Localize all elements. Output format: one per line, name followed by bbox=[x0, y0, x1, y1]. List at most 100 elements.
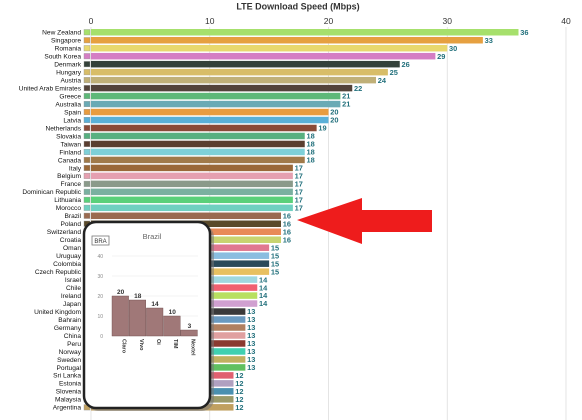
category-label-portugal: Portugal bbox=[56, 365, 81, 372]
bar-belgium bbox=[91, 172, 293, 180]
value-label-south-korea: 29 bbox=[437, 52, 445, 61]
inset-category-labels: Claro Vivo Oi TIM Nextel bbox=[121, 339, 196, 356]
value-label-israel: 14 bbox=[259, 275, 268, 284]
inset-bar-nextel bbox=[180, 329, 198, 337]
value-label-malaysia: 12 bbox=[235, 395, 243, 404]
inset-y-tick-20: 20 bbox=[97, 294, 103, 300]
brazil-inset-panel: BRA Brazil 0 10 20 30 40 20 18 14 10 3 Claro Vivo… bbox=[82, 220, 214, 411]
value-label-czech-republic: 15 bbox=[271, 267, 279, 276]
category-label-taiwan: Taiwan bbox=[60, 141, 81, 148]
value-label-ireland: 14 bbox=[259, 291, 268, 300]
bar-south-korea bbox=[91, 52, 436, 60]
category-label-peru: Peru bbox=[67, 341, 81, 348]
category-label-uruguay: Uruguay bbox=[56, 253, 82, 260]
value-label-argentina: 12 bbox=[235, 403, 243, 412]
value-label-dominican-republic: 17 bbox=[295, 188, 303, 197]
flag-australia-icon bbox=[83, 101, 91, 108]
inset-category-oi: Oi bbox=[155, 339, 161, 345]
flag-finland-icon bbox=[83, 148, 91, 155]
value-label-greece: 21 bbox=[342, 92, 350, 101]
value-label-singapore: 33 bbox=[485, 36, 493, 45]
category-label-united-kingdom: United Kingdom bbox=[34, 309, 81, 316]
inset-value-tim: 10 bbox=[169, 309, 177, 316]
category-label-united-arab-emirates: United Arab Emirates bbox=[19, 85, 82, 92]
value-label-norway: 13 bbox=[247, 347, 255, 356]
value-label-united-kingdom: 13 bbox=[247, 307, 255, 316]
category-label-australia: Australia bbox=[55, 101, 81, 108]
flag-united-arab-emirates-icon bbox=[83, 85, 91, 92]
value-label-sweden: 13 bbox=[247, 355, 255, 364]
bar-slovakia bbox=[91, 132, 305, 140]
flag-spain-icon bbox=[83, 109, 91, 116]
category-label-ireland: Ireland bbox=[61, 293, 81, 300]
flag-austria-icon bbox=[83, 77, 91, 84]
inset-category-vivo: Vivo bbox=[138, 339, 144, 351]
category-label-finland: Finland bbox=[59, 149, 81, 156]
value-label-taiwan: 18 bbox=[307, 140, 315, 149]
category-label-netherlands: Netherlands bbox=[45, 125, 81, 132]
bar-lithuania bbox=[91, 196, 293, 204]
value-label-france: 17 bbox=[295, 180, 303, 189]
category-label-italy: Italy bbox=[69, 165, 82, 172]
highlight-arrow bbox=[297, 198, 432, 244]
category-label-romania: Romania bbox=[55, 46, 82, 53]
value-label-lithuania: 17 bbox=[295, 195, 303, 204]
x-tick-0: 0 bbox=[89, 16, 94, 26]
value-label-united-arab-emirates: 22 bbox=[354, 84, 362, 93]
bar-morocco bbox=[91, 204, 293, 212]
category-label-latvia: Latvia bbox=[63, 117, 81, 124]
flag-canada-icon bbox=[83, 156, 91, 163]
category-label-singapore: Singapore bbox=[51, 38, 81, 45]
inset-value-vivo: 18 bbox=[134, 293, 142, 300]
value-label-belgium: 17 bbox=[295, 172, 303, 181]
category-label-south-korea: South Korea bbox=[44, 54, 81, 61]
inset-bar-oi bbox=[146, 307, 164, 337]
category-label-sri-lanka: Sri Lanka bbox=[53, 373, 81, 380]
inset-badge-box bbox=[91, 235, 110, 246]
category-label-austria: Austria bbox=[60, 77, 81, 84]
x-tick-40: 40 bbox=[561, 16, 571, 26]
bar-greece bbox=[91, 92, 341, 100]
value-labels: 3633302926252422212120201918181818171717… bbox=[235, 28, 528, 412]
value-label-germany: 13 bbox=[247, 323, 255, 332]
bar-denmark bbox=[91, 60, 400, 68]
value-label-switzerland: 16 bbox=[283, 227, 291, 236]
flag-italy-icon bbox=[83, 164, 91, 171]
category-label-greece: Greece bbox=[59, 93, 81, 100]
bar-canada bbox=[91, 156, 305, 164]
flag-taiwan-icon bbox=[83, 141, 91, 147]
bar-hungary bbox=[91, 68, 388, 76]
flag-netherlands-icon bbox=[83, 125, 91, 131]
value-label-brazil: 16 bbox=[283, 211, 291, 220]
x-tick-30: 30 bbox=[443, 16, 453, 26]
flag-greece-icon bbox=[83, 93, 91, 100]
bar-france bbox=[91, 180, 293, 188]
value-label-slovakia: 18 bbox=[307, 132, 315, 141]
category-label-chile: Chile bbox=[66, 285, 81, 292]
category-label-new-zealand: New Zealand bbox=[42, 30, 81, 37]
value-label-austria: 24 bbox=[378, 76, 387, 85]
inset-bars bbox=[111, 295, 198, 337]
category-label-canada: Canada bbox=[58, 157, 81, 164]
red-arrow-shape bbox=[297, 198, 432, 244]
value-label-italy: 17 bbox=[295, 164, 303, 173]
value-label-denmark: 26 bbox=[402, 60, 410, 69]
category-label-denmark: Denmark bbox=[54, 62, 81, 69]
inset-value-labels: 20 18 14 10 3 bbox=[117, 289, 192, 330]
flag-france-icon bbox=[83, 180, 91, 187]
value-label-colombia: 15 bbox=[271, 259, 279, 268]
category-label-japan: Japan bbox=[63, 301, 81, 308]
flag-morocco-icon bbox=[83, 204, 91, 211]
category-label-hungary: Hungary bbox=[56, 70, 82, 77]
category-label-switzerland: Switzerland bbox=[47, 229, 81, 236]
value-label-oman: 15 bbox=[271, 243, 279, 252]
flag-new-zealand-icon bbox=[83, 29, 91, 36]
value-label-finland: 18 bbox=[307, 148, 315, 157]
inset-bar-vivo bbox=[128, 299, 146, 337]
category-label-china: China bbox=[64, 333, 82, 340]
category-label-czech-republic: Czech Republic bbox=[35, 269, 82, 276]
inset-y-tick-10: 10 bbox=[97, 314, 103, 320]
inset-category-claro: Claro bbox=[121, 339, 127, 354]
flag-lithuania-icon bbox=[83, 196, 91, 203]
